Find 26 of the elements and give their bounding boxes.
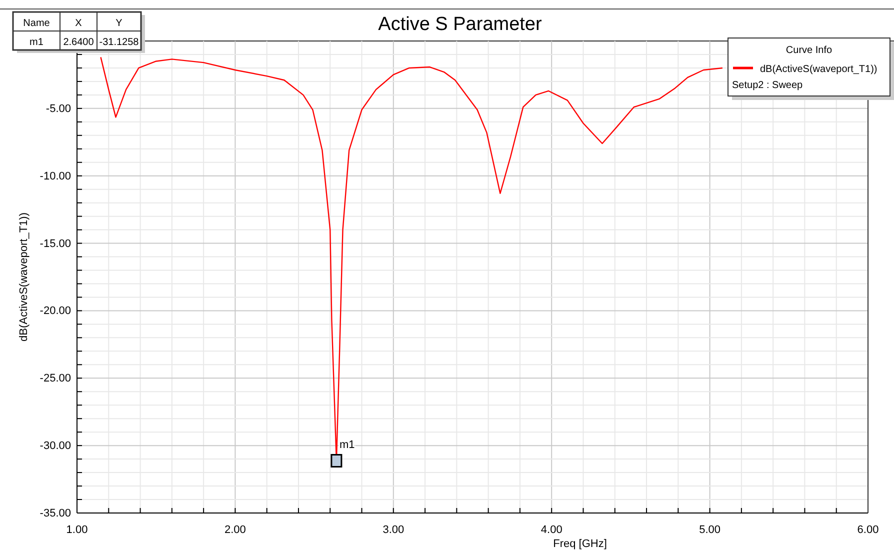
x-tick-label: 4.00 [540, 524, 562, 536]
x-tick-label: 6.00 [857, 524, 879, 536]
y-tick-label: -35.00 [40, 508, 71, 520]
y-tick-label: -10.00 [40, 170, 71, 182]
y-tick-label: -15.00 [40, 238, 71, 250]
annotation: -31.1258 [99, 37, 140, 48]
chart-title: Active S Parameter [378, 14, 543, 35]
x-tick-label: 3.00 [382, 524, 404, 536]
y-axis-title: dB(ActiveS(waveport_T1)) [18, 212, 30, 342]
annotation: m1 [339, 438, 355, 451]
y-tick-label: -20.00 [40, 305, 71, 318]
x-axis-title: Freq [GHz] [553, 538, 607, 550]
x-tick-label: 1.00 [66, 524, 88, 536]
annotation: 2.6400 [63, 37, 94, 48]
text: X [75, 18, 82, 29]
text: m1 [30, 37, 44, 48]
annotation: Setup2 : Sweep [732, 80, 804, 91]
legend-label: dB(ActiveS(waveport_T1)) [760, 64, 878, 75]
text: Y [116, 18, 123, 29]
x-tick-label: 2.00 [224, 524, 246, 536]
text: Name [23, 18, 50, 29]
x-tick-label: 5.00 [699, 524, 721, 536]
y-tick-label: -5.00 [46, 102, 71, 115]
y-tick-label: -25.00 [40, 372, 71, 385]
legend-title: Curve Info [786, 45, 832, 56]
y-tick-label: -30.00 [40, 440, 71, 452]
